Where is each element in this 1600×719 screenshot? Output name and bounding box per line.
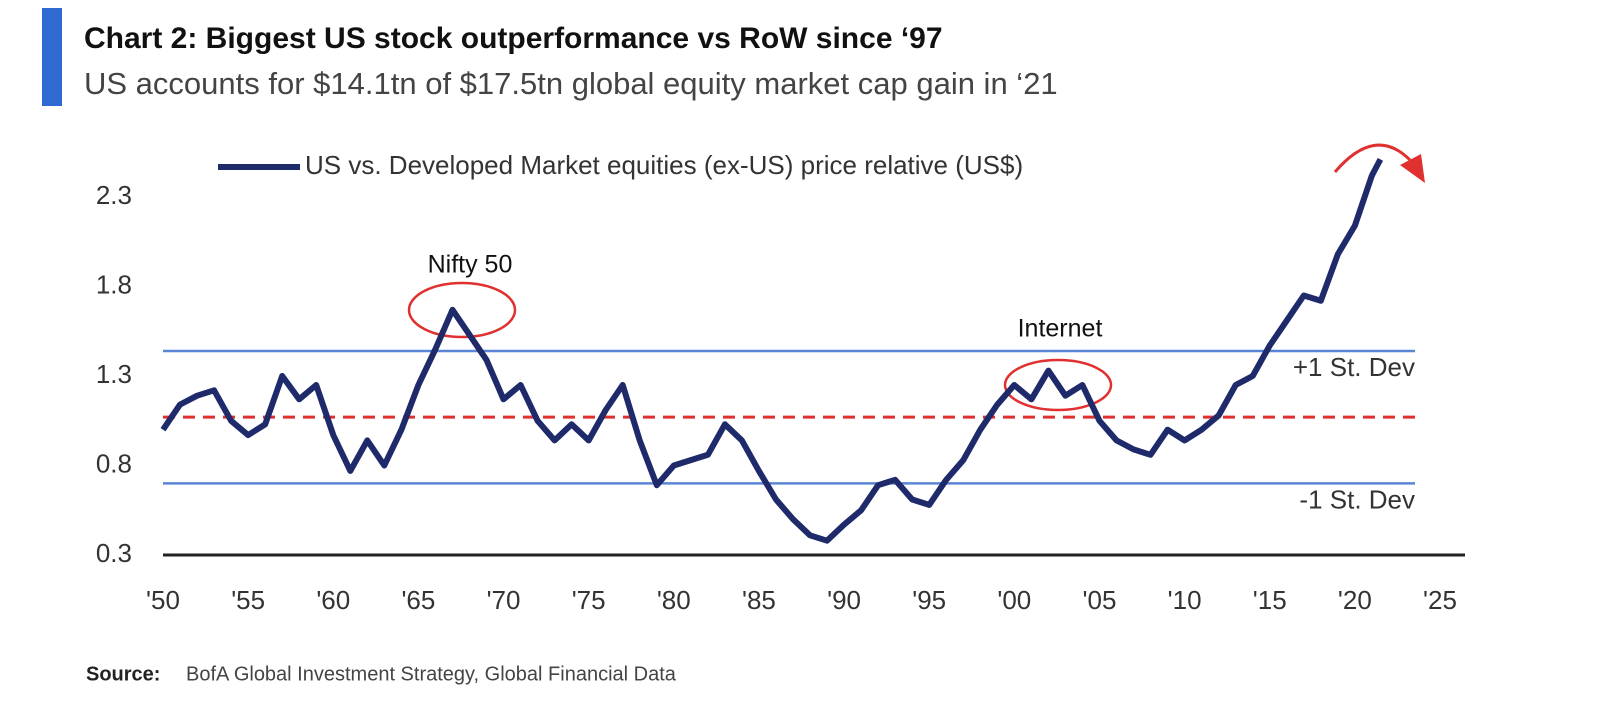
- x-tick-label: '65: [401, 585, 435, 615]
- trend-arrow: [1333, 143, 1412, 173]
- x-tick-label: '05: [1083, 585, 1117, 615]
- y-tick-label: 0.3: [96, 538, 132, 568]
- x-tick-label: '85: [742, 585, 776, 615]
- chart-title: Chart 2: Biggest US stock outperformance…: [84, 22, 943, 55]
- source: BofA Global Investment Strategy, Global …: [186, 663, 677, 685]
- x-tick-label: '80: [657, 585, 691, 615]
- y-tick-label: 0.8: [96, 448, 132, 478]
- x-tick-label: '50: [146, 585, 180, 615]
- x-tick-label: '70: [487, 585, 521, 615]
- y-tick-label: 1.3: [96, 359, 132, 389]
- x-tick-label: '75: [572, 585, 606, 615]
- legend-label: US vs. Developed Market equities (ex-US)…: [305, 150, 1023, 180]
- annotation-ellipse: [1003, 358, 1113, 412]
- x-tick-label: '15: [1253, 585, 1287, 615]
- x-tick-label: '25: [1423, 585, 1457, 615]
- x-tick-label: '90: [827, 585, 861, 615]
- annotation-ellipse: [407, 281, 517, 339]
- source-label: Source:: [86, 663, 160, 685]
- annotation: Internet: [1018, 315, 1103, 343]
- title-bar: [42, 8, 62, 106]
- y-tick-label: 1.8: [96, 269, 132, 299]
- reference-label: -1 St. Dev: [1299, 484, 1415, 514]
- reference-label: +1 St. Dev: [1293, 352, 1415, 382]
- x-tick-label: '95: [912, 585, 946, 615]
- x-tick-label: '60: [316, 585, 350, 615]
- chart-subtitle: US accounts for $14.1tn of $17.5tn globa…: [84, 66, 1058, 101]
- annotation: Nifty 50: [428, 251, 513, 279]
- x-tick-label: '00: [997, 585, 1031, 615]
- x-tick-label: '20: [1338, 585, 1372, 615]
- x-tick-label: '10: [1168, 585, 1202, 615]
- y-tick-label: 2.3: [96, 180, 132, 210]
- x-tick-label: '55: [231, 585, 265, 615]
- trend-arrow-head: [1400, 154, 1425, 183]
- data-line: [160, 157, 1384, 544]
